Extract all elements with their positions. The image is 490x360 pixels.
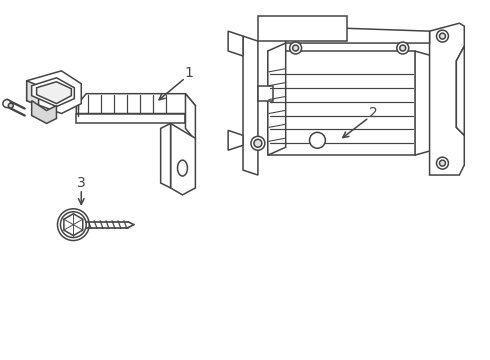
Polygon shape (185, 94, 196, 140)
Polygon shape (228, 31, 243, 56)
Polygon shape (258, 86, 273, 100)
Polygon shape (171, 123, 196, 195)
Polygon shape (228, 130, 243, 150)
Circle shape (437, 157, 448, 169)
Polygon shape (26, 71, 81, 113)
Circle shape (3, 100, 11, 108)
Circle shape (440, 160, 445, 166)
Circle shape (440, 33, 445, 39)
Polygon shape (37, 82, 72, 104)
Polygon shape (456, 46, 465, 135)
Circle shape (293, 45, 298, 51)
Circle shape (60, 212, 86, 238)
Circle shape (8, 103, 13, 108)
Polygon shape (32, 78, 74, 107)
Polygon shape (268, 51, 415, 155)
Circle shape (290, 42, 301, 54)
Circle shape (251, 136, 265, 150)
Circle shape (400, 45, 406, 51)
Polygon shape (258, 16, 347, 41)
Polygon shape (26, 81, 39, 105)
Polygon shape (161, 123, 171, 188)
Polygon shape (268, 43, 286, 155)
Polygon shape (76, 94, 196, 113)
Ellipse shape (177, 160, 188, 176)
Text: 1: 1 (184, 66, 193, 80)
Polygon shape (430, 23, 465, 175)
Circle shape (397, 42, 409, 54)
Text: 3: 3 (77, 176, 86, 190)
Circle shape (57, 209, 89, 240)
Circle shape (310, 132, 325, 148)
Polygon shape (415, 51, 433, 155)
Polygon shape (76, 113, 185, 123)
Circle shape (437, 30, 448, 42)
Polygon shape (32, 100, 56, 123)
Polygon shape (286, 26, 430, 43)
Polygon shape (64, 214, 83, 235)
Polygon shape (243, 36, 258, 175)
Text: 2: 2 (368, 105, 377, 120)
Circle shape (254, 139, 262, 147)
